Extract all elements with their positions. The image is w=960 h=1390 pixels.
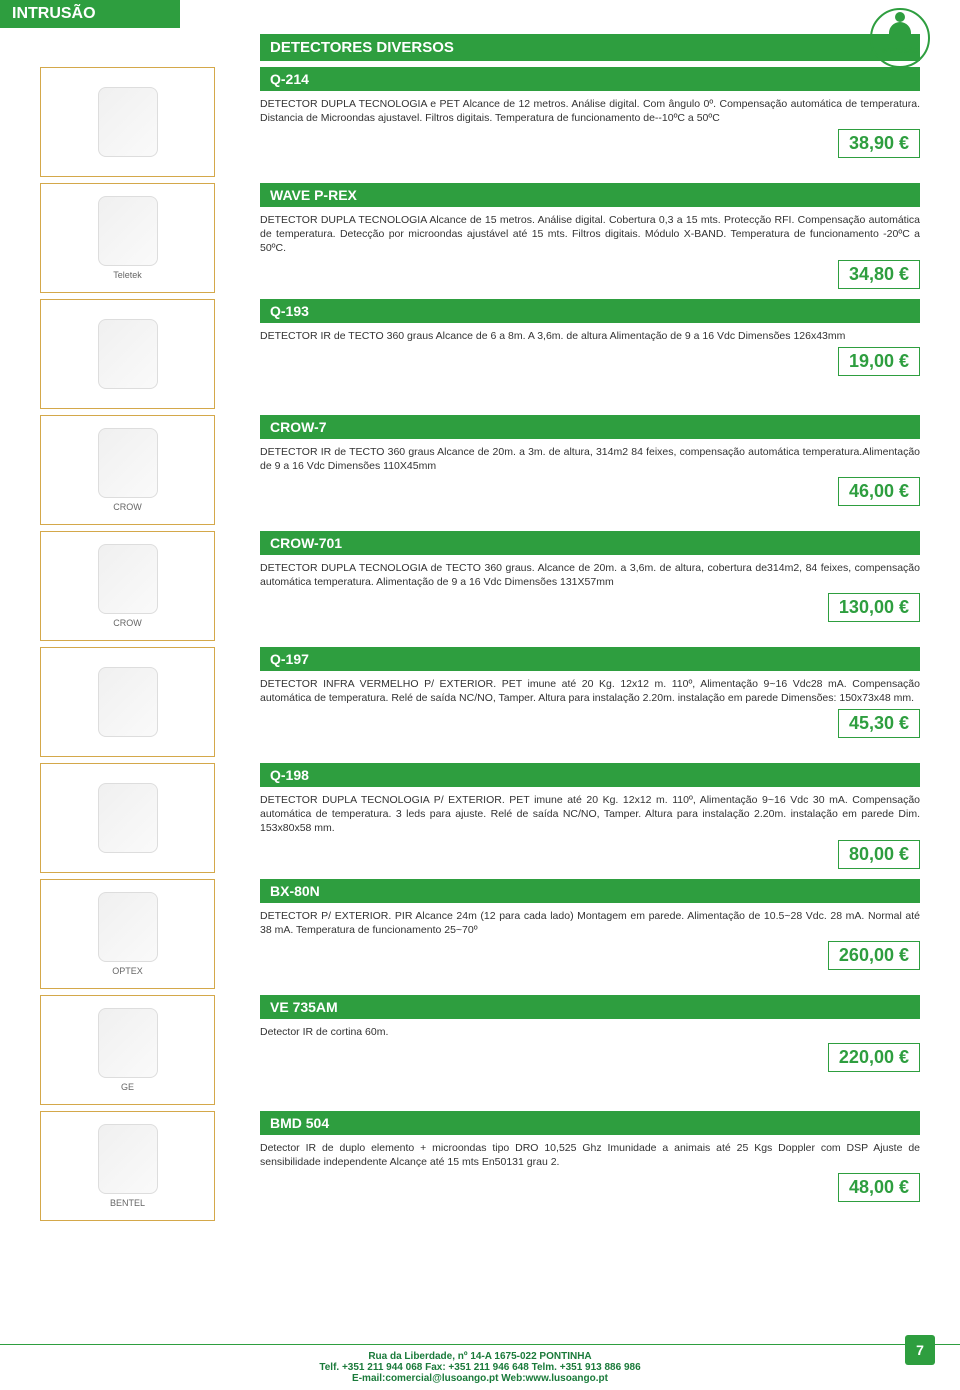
product-image-placeholder xyxy=(98,87,158,157)
product-row: Q-193 DETECTOR IR de TECTO 360 graus Alc… xyxy=(0,299,960,409)
product-row: CROW CROW-7 DETECTOR IR de TECTO 360 gra… xyxy=(0,415,960,525)
product-thumbnail xyxy=(40,299,215,409)
product-image-placeholder xyxy=(98,319,158,389)
product-description: Detector IR de duplo elemento + microond… xyxy=(260,1141,920,1169)
product-code-header: Q-193 xyxy=(260,299,920,323)
product-description: DETECTOR INFRA VERMELHO P/ EXTERIOR. PET… xyxy=(260,677,920,705)
product-row: Q-214 DETECTOR DUPLA TECNOLOGIA e PET Al… xyxy=(0,67,960,177)
product-row: Q-197 DETECTOR INFRA VERMELHO P/ EXTERIO… xyxy=(0,647,960,757)
product-row: GE VE 735AM Detector IR de cortina 60m. … xyxy=(0,995,960,1105)
product-code-header: WAVE P-REX xyxy=(260,183,920,207)
product-code-header: BMD 504 xyxy=(260,1111,920,1135)
product-row: Teletek WAVE P-REX DETECTOR DUPLA TECNOL… xyxy=(0,183,960,293)
product-brand-label: CROW xyxy=(113,502,142,512)
product-description: DETECTOR DUPLA TECNOLOGIA de TECTO 360 g… xyxy=(260,561,920,589)
product-image-placeholder xyxy=(98,667,158,737)
product-price: 48,00 € xyxy=(838,1173,920,1202)
product-price: 45,30 € xyxy=(838,709,920,738)
product-image-placeholder xyxy=(98,892,158,962)
product-image-placeholder xyxy=(98,783,158,853)
product-brand-label: Teletek xyxy=(113,270,142,280)
product-image-placeholder xyxy=(98,1008,158,1078)
product-image-placeholder xyxy=(98,544,158,614)
product-description: DETECTOR IR de TECTO 360 graus Alcance d… xyxy=(260,445,920,473)
product-row: BENTEL BMD 504 Detector IR de duplo elem… xyxy=(0,1111,960,1221)
product-brand-label: CROW xyxy=(113,618,142,628)
product-thumbnail: Teletek xyxy=(40,183,215,293)
product-thumbnail: CROW xyxy=(40,531,215,641)
product-image-placeholder xyxy=(98,428,158,498)
section-title: DETECTORES DIVERSOS xyxy=(260,34,920,61)
product-brand-label: GE xyxy=(121,1082,134,1092)
product-description: DETECTOR P/ EXTERIOR. PIR Alcance 24m (1… xyxy=(260,909,920,937)
product-code-header: BX-80N xyxy=(260,879,920,903)
product-description: DETECTOR IR de TECTO 360 graus Alcance d… xyxy=(260,329,920,343)
footer: Rua da Liberdade, nº 14-A 1675-022 PONTI… xyxy=(0,1344,960,1390)
product-thumbnail xyxy=(40,763,215,873)
product-description: DETECTOR DUPLA TECNOLOGIA e PET Alcance … xyxy=(260,97,920,125)
footer-phones: Telf. +351 211 944 068 Fax: +351 211 946… xyxy=(319,1362,640,1373)
product-brand-label: BENTEL xyxy=(110,1198,145,1208)
product-code-header: Q-197 xyxy=(260,647,920,671)
product-code-header: Q-214 xyxy=(260,67,920,91)
product-price: 19,00 € xyxy=(838,347,920,376)
product-row: CROW CROW-701 DETECTOR DUPLA TECNOLOGIA … xyxy=(0,531,960,641)
product-price: 220,00 € xyxy=(828,1043,920,1072)
product-thumbnail xyxy=(40,647,215,757)
product-row: Q-198 DETECTOR DUPLA TECNOLOGIA P/ EXTER… xyxy=(0,763,960,873)
product-description: DETECTOR DUPLA TECNOLOGIA Alcance de 15 … xyxy=(260,213,920,256)
intrusion-badge-icon: INTRUSÃO xyxy=(870,8,930,68)
product-image-placeholder xyxy=(98,196,158,266)
product-price: 130,00 € xyxy=(828,593,920,622)
product-description: Detector IR de cortina 60m. xyxy=(260,1025,920,1039)
product-brand-label: OPTEX xyxy=(112,966,143,976)
footer-address: Rua da Liberdade, nº 14-A 1675-022 PONTI… xyxy=(368,1351,591,1362)
product-row: OPTEX BX-80N DETECTOR P/ EXTERIOR. PIR A… xyxy=(0,879,960,989)
product-code-header: Q-198 xyxy=(260,763,920,787)
product-thumbnail: CROW xyxy=(40,415,215,525)
product-code-header: VE 735AM xyxy=(260,995,920,1019)
product-code-header: CROW-7 xyxy=(260,415,920,439)
product-thumbnail xyxy=(40,67,215,177)
product-code-header: CROW-701 xyxy=(260,531,920,555)
footer-contact: E-mail:comercial@lusoango.pt Web:www.lus… xyxy=(352,1373,608,1384)
product-price: 260,00 € xyxy=(828,941,920,970)
product-thumbnail: GE xyxy=(40,995,215,1105)
product-thumbnail: OPTEX xyxy=(40,879,215,989)
product-price: 80,00 € xyxy=(838,840,920,869)
product-price: 46,00 € xyxy=(838,477,920,506)
product-image-placeholder xyxy=(98,1124,158,1194)
product-price: 38,90 € xyxy=(838,129,920,158)
product-thumbnail: BENTEL xyxy=(40,1111,215,1221)
category-header: INTRUSÃO xyxy=(0,0,180,28)
product-price: 34,80 € xyxy=(838,260,920,289)
product-description: DETECTOR DUPLA TECNOLOGIA P/ EXTERIOR. P… xyxy=(260,793,920,836)
